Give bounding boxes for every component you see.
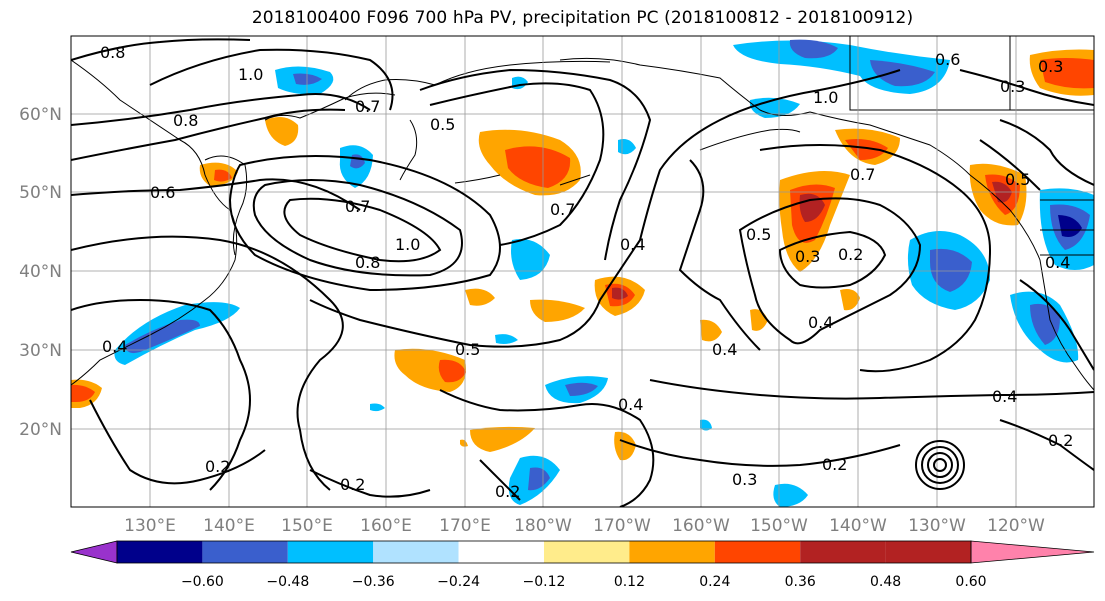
colorbar-segment	[629, 541, 715, 563]
contour-label: 0.7	[850, 165, 875, 184]
colorbar-segment	[117, 541, 203, 563]
contour-label: 0.2	[205, 457, 230, 476]
colorbar-tick-label: −0.24	[437, 574, 480, 590]
lon-label: 170°W	[593, 516, 651, 536]
contour-label: 0.2	[495, 482, 520, 501]
contour-label: 0.4	[620, 235, 645, 254]
contour-labels: 0.8 1.0 0.7 0.5 0.8 0.6 0.7 1.0 0.8 0.7 …	[100, 43, 1073, 501]
colorbar-tick-label: 0.60	[955, 574, 986, 590]
map-frame	[70, 35, 1095, 508]
colorbar: −0.60 −0.48 −0.36 −0.24 −0.12 0.12 0.24 …	[70, 540, 1095, 590]
colorbar-tick-label: −0.60	[181, 574, 224, 590]
contour-label: 0.5	[746, 225, 771, 244]
lon-label: 160°W	[672, 516, 730, 536]
contour-label: 1.0	[238, 65, 263, 84]
contour-label: 0.7	[345, 197, 370, 216]
contour-label: 0.2	[822, 455, 847, 474]
precip-negative-shading	[114, 39, 1094, 507]
map-title: 2018100400 F096 700 hPa PV, precipitatio…	[251, 8, 914, 28]
contour-label: 0.3	[1000, 77, 1025, 96]
longitude-labels: 130°E 140°E 150°E 160°E 170°E 180°W 170°…	[124, 516, 1045, 536]
colorbar-outline	[116, 540, 972, 564]
lon-label: 140°E	[203, 516, 255, 536]
colorbar-segment	[800, 541, 886, 563]
colorbar-extend-high	[970, 540, 1095, 564]
colorbar-segment	[458, 541, 544, 563]
contour-label: 0.5	[430, 115, 455, 134]
lon-label: 140°W	[829, 516, 887, 536]
contour-label: 0.4	[992, 387, 1017, 406]
lat-label-60n: 60°N	[19, 105, 62, 125]
contour-label: 0.4	[618, 395, 643, 414]
colorbar-tick-label: 0.48	[870, 574, 901, 590]
lat-label-40n: 40°N	[19, 262, 62, 282]
contour-label: 0.8	[173, 111, 198, 130]
contour-label: 0.5	[1005, 170, 1030, 189]
contour-label: 0.4	[1045, 253, 1070, 272]
contour-label: 0.3	[732, 470, 757, 489]
lat-label-20n: 20°N	[19, 420, 62, 440]
contour-label: 0.4	[712, 340, 737, 359]
lon-label: 170°E	[439, 516, 491, 536]
lat-label-30n: 30°N	[19, 341, 62, 361]
colorbar-tick-label: −0.48	[266, 574, 309, 590]
contour-label: 0.8	[100, 43, 125, 62]
lon-label: 180°W	[514, 516, 572, 536]
lon-label: 130°W	[908, 516, 966, 536]
contour-label: 0.8	[355, 253, 380, 272]
contour-label: 0.6	[935, 50, 960, 69]
colorbar-segment	[202, 541, 288, 563]
colorbar-tick-label: 0.12	[614, 574, 645, 590]
lon-label: 160°E	[360, 516, 412, 536]
lat-label-50n: 50°N	[19, 183, 62, 203]
colorbar-tick-label: −0.12	[523, 574, 566, 590]
colorbar-tick-label: −0.36	[352, 574, 395, 590]
contour-label: 0.7	[550, 200, 575, 219]
lon-label: 120°W	[987, 516, 1045, 536]
contour-label: 0.6	[150, 183, 175, 202]
colorbar-segment	[287, 541, 374, 563]
contour-label: 1.0	[813, 88, 838, 107]
contour-label: 0.4	[808, 313, 833, 332]
contour-label: 0.2	[340, 475, 365, 494]
contour-label: 0.7	[355, 97, 380, 116]
colorbar-tick-label: 0.36	[785, 574, 816, 590]
map-content: 0.8 1.0 0.7 0.5 0.8 0.6 0.7 1.0 0.8 0.7 …	[71, 36, 1094, 507]
colorbar-segment	[885, 541, 971, 563]
pv-contours	[71, 38, 1094, 507]
lon-label: 130°E	[124, 516, 176, 536]
contour-label: 0.2	[838, 245, 863, 264]
graticule	[71, 36, 1094, 507]
contour-label: 1.0	[395, 235, 420, 254]
contour-label: 0.5	[455, 340, 480, 359]
colorbar-tick-label: 0.24	[699, 574, 730, 590]
latitude-labels: 60°N 50°N 40°N 30°N 20°N	[19, 105, 62, 440]
lon-label: 150°W	[750, 516, 808, 536]
contour-label: 0.3	[795, 247, 820, 266]
colorbar-extend-low	[70, 540, 118, 564]
colorbar-segment	[714, 541, 801, 563]
contour-label: 0.4	[102, 337, 127, 356]
precip-positive-shading	[71, 49, 1094, 461]
contour-label: 0.2	[1048, 431, 1073, 450]
lon-label: 150°E	[281, 516, 333, 536]
contour-label: 0.3	[1038, 57, 1063, 76]
colorbar-segment	[373, 541, 459, 563]
colorbar-segment	[544, 541, 630, 563]
